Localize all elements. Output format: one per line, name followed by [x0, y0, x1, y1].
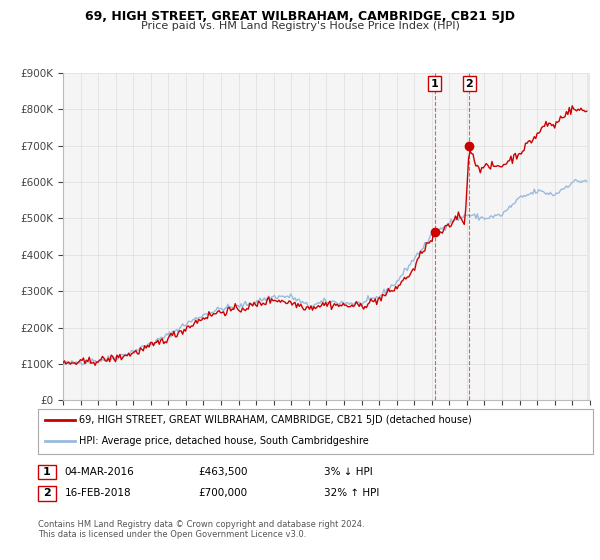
- Text: £463,500: £463,500: [198, 467, 248, 477]
- Text: 1: 1: [431, 79, 439, 88]
- Text: 1: 1: [43, 467, 50, 477]
- Text: 2: 2: [465, 79, 473, 88]
- Text: HPI: Average price, detached house, South Cambridgeshire: HPI: Average price, detached house, Sout…: [79, 436, 368, 446]
- Text: 2: 2: [43, 488, 50, 498]
- Text: 3% ↓ HPI: 3% ↓ HPI: [324, 467, 373, 477]
- Text: Price paid vs. HM Land Registry's House Price Index (HPI): Price paid vs. HM Land Registry's House …: [140, 21, 460, 31]
- Text: 69, HIGH STREET, GREAT WILBRAHAM, CAMBRIDGE, CB21 5JD (detached house): 69, HIGH STREET, GREAT WILBRAHAM, CAMBRI…: [79, 415, 472, 425]
- Text: This data is licensed under the Open Government Licence v3.0.: This data is licensed under the Open Gov…: [38, 530, 306, 539]
- Bar: [587, 73, 590, 400]
- Text: 04-MAR-2016: 04-MAR-2016: [65, 467, 134, 477]
- Text: 69, HIGH STREET, GREAT WILBRAHAM, CAMBRIDGE, CB21 5JD: 69, HIGH STREET, GREAT WILBRAHAM, CAMBRI…: [85, 10, 515, 23]
- Text: £700,000: £700,000: [198, 488, 247, 498]
- Text: 16-FEB-2018: 16-FEB-2018: [65, 488, 131, 498]
- Text: 32% ↑ HPI: 32% ↑ HPI: [324, 488, 379, 498]
- Text: Contains HM Land Registry data © Crown copyright and database right 2024.: Contains HM Land Registry data © Crown c…: [38, 520, 364, 529]
